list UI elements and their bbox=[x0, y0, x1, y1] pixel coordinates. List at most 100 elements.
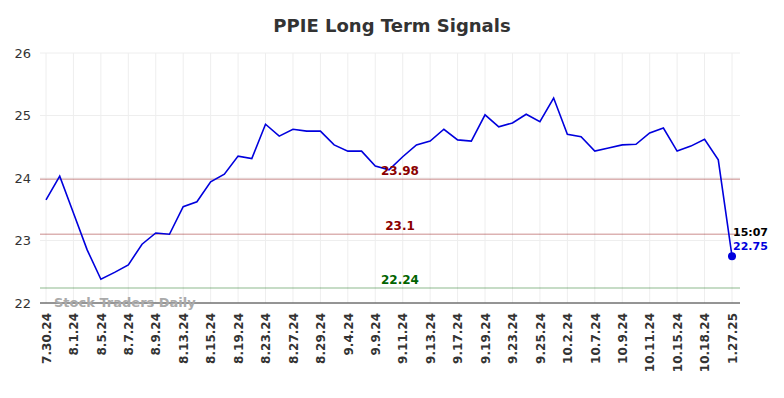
x-tick: 10.2.24 bbox=[561, 303, 575, 364]
x-tick: 8.19.24 bbox=[232, 303, 246, 364]
grid-line bbox=[677, 53, 678, 303]
grid-line bbox=[183, 53, 184, 303]
x-tick-label: 9.25.24 bbox=[534, 313, 548, 364]
x-tick: 8.13.24 bbox=[177, 303, 191, 364]
y-tick-label: 23 bbox=[14, 233, 31, 248]
x-tick-label: 9.19.24 bbox=[479, 313, 493, 364]
grid-line bbox=[539, 53, 540, 303]
reference-line bbox=[40, 287, 740, 289]
x-tick: 10.9.24 bbox=[616, 303, 630, 364]
reference-label: 23.1 bbox=[385, 219, 415, 233]
y-tick-label: 26 bbox=[14, 46, 31, 61]
x-tick: 10.18.24 bbox=[698, 303, 712, 372]
x-tick-label: 10.9.24 bbox=[616, 313, 630, 364]
x-tick-label: 9.13.24 bbox=[424, 313, 438, 364]
chart: PPIE Long Term Signals22232425267.30.248… bbox=[0, 0, 784, 398]
grid-line bbox=[457, 53, 458, 303]
y-axis: 22 23 24 25 26 bbox=[14, 46, 34, 311]
grid-line bbox=[40, 115, 740, 116]
x-axis: 7.30.24 8.1.24 8.5.24 8.7.24 8.9.24 8.13.24 8.… bbox=[40, 303, 740, 372]
y-axis-line bbox=[34, 54, 35, 304]
price-line bbox=[46, 98, 732, 279]
x-tick-label: 8.9.24 bbox=[149, 313, 163, 356]
x-tick-label: 8.27.24 bbox=[287, 313, 301, 364]
grid-line bbox=[238, 53, 239, 303]
x-tick: 8.23.24 bbox=[259, 303, 273, 364]
grid-line bbox=[40, 53, 740, 54]
x-tick: 9.11.24 bbox=[396, 303, 410, 364]
grid-line bbox=[512, 53, 513, 303]
x-tick: 9.13.24 bbox=[424, 303, 438, 364]
x-tick-label: 7.30.24 bbox=[40, 313, 54, 364]
x-tick-label: 8.13.24 bbox=[177, 313, 191, 364]
grid-line bbox=[73, 53, 74, 303]
x-tick-label: 10.11.24 bbox=[643, 313, 657, 372]
x-tick-label: 8.19.24 bbox=[232, 313, 246, 364]
y-tick: 26 bbox=[14, 46, 34, 61]
x-tick: 8.7.24 bbox=[122, 303, 136, 356]
x-tick-label: 9.11.24 bbox=[396, 313, 410, 364]
grid-line bbox=[292, 53, 293, 303]
x-tick-label: 10.2.24 bbox=[561, 313, 575, 364]
x-tick-label: 8.29.24 bbox=[314, 313, 328, 364]
x-tick: 9.25.24 bbox=[534, 303, 548, 364]
x-tick-label: 9.4.24 bbox=[342, 313, 356, 356]
reference-line bbox=[40, 179, 740, 181]
grid-line bbox=[649, 53, 650, 303]
x-tick: 8.27.24 bbox=[287, 303, 301, 364]
x-tick: 7.30.24 bbox=[40, 303, 54, 364]
y-tick-label: 25 bbox=[14, 108, 31, 123]
x-tick-label: 9.23.24 bbox=[506, 313, 520, 364]
x-tick-label: 9.17.24 bbox=[451, 313, 465, 364]
x-tick-label: 10.15.24 bbox=[671, 313, 685, 372]
x-tick-label: 10.18.24 bbox=[698, 313, 712, 372]
x-tick: 9.23.24 bbox=[506, 303, 520, 364]
x-tick: 10.11.24 bbox=[643, 303, 657, 372]
x-tick: 8.29.24 bbox=[314, 303, 328, 364]
x-tick-label: 8.15.24 bbox=[204, 313, 218, 364]
grid-line bbox=[347, 53, 348, 303]
x-tick: 9.9.24 bbox=[369, 303, 383, 356]
grid-line bbox=[485, 53, 486, 303]
grid-line bbox=[210, 53, 211, 303]
x-tick: 10.7.24 bbox=[589, 303, 603, 364]
x-tick-label: 9.9.24 bbox=[369, 313, 383, 356]
x-tick-label: 8.23.24 bbox=[259, 313, 273, 364]
grid-line bbox=[430, 53, 431, 303]
x-tick: 8.5.24 bbox=[95, 303, 109, 356]
y-tick: 24 bbox=[14, 171, 34, 186]
y-tick-label: 24 bbox=[14, 171, 31, 186]
x-tick-label: 8.1.24 bbox=[67, 313, 81, 356]
y-tick-label: 22 bbox=[14, 296, 31, 311]
grid bbox=[40, 53, 740, 303]
x-tick-label: 10.7.24 bbox=[589, 313, 603, 364]
y-tick: 22 bbox=[14, 296, 34, 311]
last-time: 15:07 bbox=[733, 226, 768, 239]
reference-line bbox=[40, 234, 740, 236]
reference-label: 22.24 bbox=[381, 273, 419, 287]
x-tick: 8.9.24 bbox=[149, 303, 163, 356]
x-tick-label: 8.5.24 bbox=[95, 313, 109, 356]
x-tick: 1.27.25 bbox=[726, 303, 740, 364]
plot-area bbox=[40, 98, 740, 288]
grid-line bbox=[567, 53, 568, 303]
x-tick-label: 8.7.24 bbox=[122, 313, 136, 356]
grid-line bbox=[100, 53, 101, 303]
grid-line bbox=[155, 53, 156, 303]
x-tick: 10.15.24 bbox=[671, 303, 685, 372]
grid-line bbox=[375, 53, 376, 303]
grid-line bbox=[46, 53, 47, 303]
x-tick: 9.4.24 bbox=[342, 303, 356, 356]
x-tick: 8.1.24 bbox=[67, 303, 81, 356]
last-point bbox=[728, 252, 736, 260]
grid-line bbox=[265, 53, 266, 303]
last-value: 22.75 bbox=[733, 240, 768, 253]
grid-line bbox=[704, 53, 705, 303]
x-tick: 8.15.24 bbox=[204, 303, 218, 364]
grid-line bbox=[622, 53, 623, 303]
grid-line bbox=[320, 53, 321, 303]
watermark: Stock Traders Daily bbox=[54, 295, 196, 310]
x-tick: 9.19.24 bbox=[479, 303, 493, 364]
y-tick: 25 bbox=[14, 108, 34, 123]
x-tick: 9.17.24 bbox=[451, 303, 465, 364]
